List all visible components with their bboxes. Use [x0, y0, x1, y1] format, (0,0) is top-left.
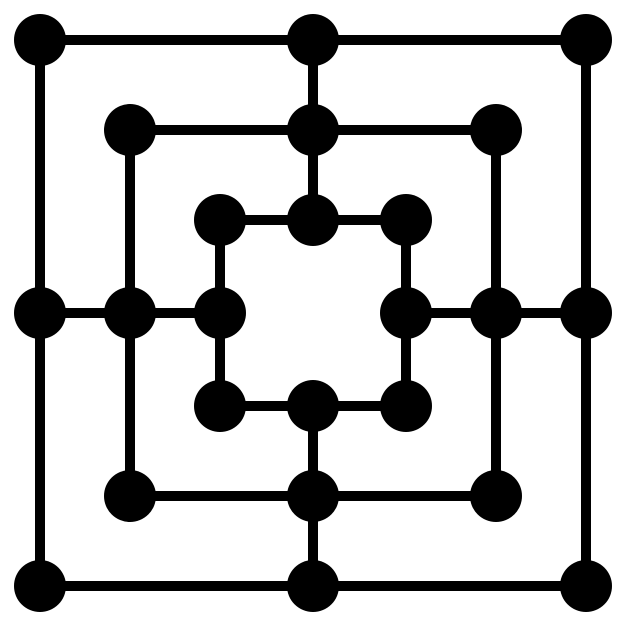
board-node[interactable] [14, 14, 66, 66]
board-node[interactable] [470, 287, 522, 339]
board-node[interactable] [104, 470, 156, 522]
board-node[interactable] [380, 287, 432, 339]
board-node[interactable] [560, 14, 612, 66]
board-node[interactable] [380, 194, 432, 246]
board-node[interactable] [14, 560, 66, 612]
board-node[interactable] [104, 104, 156, 156]
board-node[interactable] [287, 104, 339, 156]
board-node[interactable] [560, 560, 612, 612]
board-node[interactable] [560, 287, 612, 339]
board-node[interactable] [287, 380, 339, 432]
board-node[interactable] [287, 194, 339, 246]
board-node[interactable] [287, 14, 339, 66]
board-node[interactable] [470, 104, 522, 156]
board-node[interactable] [470, 470, 522, 522]
board-node[interactable] [14, 287, 66, 339]
board-node[interactable] [287, 470, 339, 522]
nine-mens-morris-board [0, 0, 626, 626]
board-node[interactable] [194, 287, 246, 339]
board-node[interactable] [380, 380, 432, 432]
board-node[interactable] [287, 560, 339, 612]
board-node[interactable] [194, 194, 246, 246]
board-node[interactable] [104, 287, 156, 339]
board-node[interactable] [194, 380, 246, 432]
